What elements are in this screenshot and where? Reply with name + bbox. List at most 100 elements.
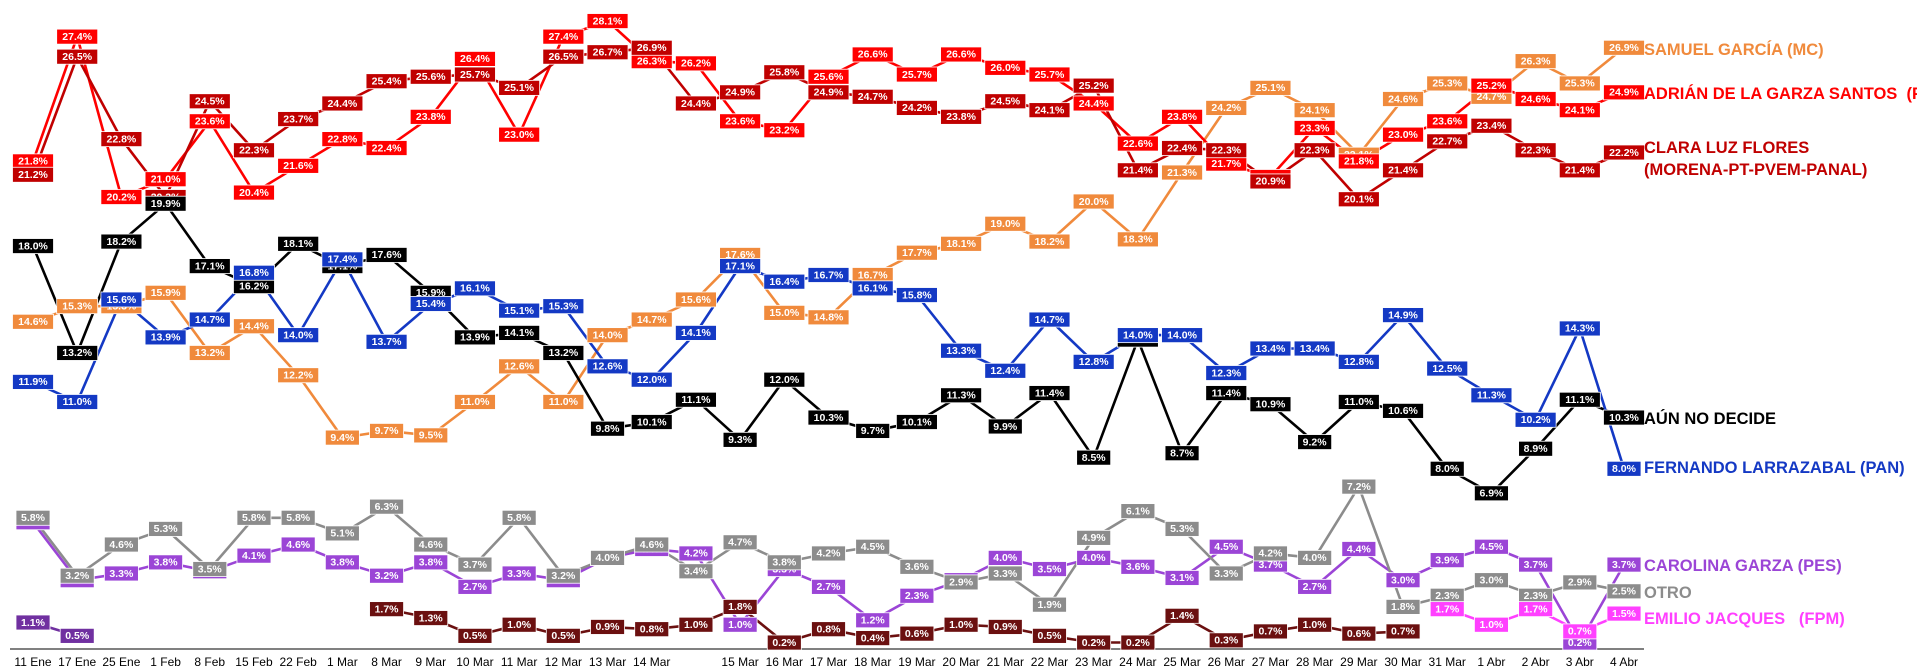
data-label: 5.8% (507, 512, 532, 524)
data-label-box (1208, 632, 1244, 649)
data-label: 4.6% (109, 539, 134, 551)
data-label-box (675, 95, 717, 112)
data-label-box (630, 311, 673, 328)
data-label-box (1558, 75, 1601, 92)
data-label: 3.8% (772, 557, 797, 569)
data-label-box (807, 267, 850, 283)
data-label-box (763, 304, 806, 321)
data-label: 14.6% (18, 316, 48, 328)
data-label-box (1514, 53, 1557, 70)
data-label: 23.6% (195, 116, 225, 128)
data-label: 1.0% (507, 619, 532, 631)
data-label: 15.6% (106, 294, 136, 306)
data-label: 12.8% (1079, 356, 1109, 368)
data-label-box (1382, 91, 1424, 107)
data-label: 3.0% (1391, 574, 1416, 586)
data-label: 1.5% (1612, 608, 1637, 620)
data-label-box (1603, 84, 1645, 101)
data-label-box (1337, 394, 1380, 410)
data-label: 14.0% (1167, 329, 1197, 341)
x-tick-label: 22 Mar (1031, 655, 1068, 669)
data-label: 0.2% (1082, 637, 1107, 649)
x-tick-label: 11 Mar (501, 655, 537, 669)
data-label: 26.4% (460, 53, 490, 65)
data-label-box (807, 409, 850, 426)
data-label: 15.4% (416, 298, 446, 310)
data-label: 4.5% (1479, 541, 1504, 553)
data-label-box (233, 318, 275, 335)
series-line (31, 202, 1625, 495)
x-tick-label: 13 Mar (589, 655, 626, 669)
data-label: 20.1% (1344, 194, 1374, 206)
data-label: 3.9% (1435, 554, 1460, 566)
data-label: 10.6% (1388, 405, 1418, 417)
data-label: 18.2% (106, 236, 136, 248)
x-tick-label: 2 Abr (1522, 655, 1550, 669)
data-label: 21.4% (1388, 165, 1418, 177)
data-label-box (1606, 583, 1642, 600)
data-label-box (365, 73, 408, 90)
data-label: 20.0% (1079, 196, 1109, 208)
data-label-box (188, 113, 231, 130)
data-label-box (722, 431, 758, 448)
data-label: 1.7% (1435, 603, 1460, 615)
data-label: 21.3% (1167, 167, 1197, 179)
data-label: 13.3% (946, 345, 976, 357)
data-label: 1.2% (861, 615, 886, 627)
data-label-box (103, 536, 139, 553)
data-label-box (1293, 120, 1336, 136)
data-label-box (457, 578, 493, 595)
data-label: 3.3% (1214, 568, 1239, 580)
data-label-box (1562, 623, 1598, 640)
data-label: 14.1% (681, 327, 711, 339)
data-label-box (1205, 385, 1248, 401)
data-label-box (763, 371, 806, 388)
data-label-box (1161, 164, 1203, 181)
data-label: 17.4% (327, 254, 357, 266)
data-label: 20.4% (239, 187, 269, 199)
data-label: 11.3% (1477, 390, 1507, 402)
data-label-box (719, 113, 762, 130)
data-label: 4.0% (1082, 552, 1107, 564)
data-label: 14.7% (195, 314, 225, 326)
data-label: 12.2% (283, 370, 313, 382)
data-label: 23.2% (769, 124, 799, 136)
data-label-box (321, 131, 364, 148)
data-label: 23.6% (725, 116, 755, 128)
data-label: 3.3% (109, 568, 134, 580)
data-label-box (1429, 552, 1465, 569)
data-label: 27.4% (548, 31, 578, 43)
data-label: 14.7% (1035, 314, 1065, 326)
data-label: 0.5% (551, 630, 576, 642)
legend-label: CLARA LUZ FLORES (MORENA-PT-PVEM-PANAL) (1644, 139, 1868, 179)
data-label-box (1385, 599, 1421, 615)
data-label-box (277, 111, 320, 127)
data-label: 11.1% (681, 394, 711, 406)
x-tick-label: 27 Mar (1252, 655, 1289, 669)
data-label: 21.8% (1344, 156, 1374, 168)
data-label-box (1072, 353, 1115, 370)
legend-label: SAMUEL GARCÍA (MC) (1644, 41, 1824, 59)
data-label: 18.0% (18, 240, 48, 252)
data-label: 1.7% (375, 603, 400, 615)
data-label: 0.2% (1126, 637, 1151, 649)
data-label-box (940, 342, 982, 359)
legend-label: ADRIÁN DE LA GARZA SANTOS (PRI-PRD) (1644, 85, 1917, 103)
data-label: 12.4% (990, 365, 1020, 377)
data-label-box (545, 567, 581, 584)
data-label: 0.5% (1038, 630, 1063, 642)
data-label: 0.2% (1568, 637, 1593, 649)
data-label-box (277, 235, 320, 252)
data-label: 9.7% (375, 425, 400, 437)
data-label-box (899, 587, 935, 604)
data-label: 4.7% (728, 537, 753, 549)
data-label: 12.0% (637, 374, 667, 386)
data-label-box (719, 84, 762, 101)
data-label-box (1426, 113, 1469, 130)
data-label-box (100, 189, 143, 205)
data-label-box (1249, 340, 1292, 357)
data-label-box (542, 298, 585, 315)
data-label: 10.1% (902, 416, 932, 428)
data-label: 15.3% (62, 300, 92, 312)
